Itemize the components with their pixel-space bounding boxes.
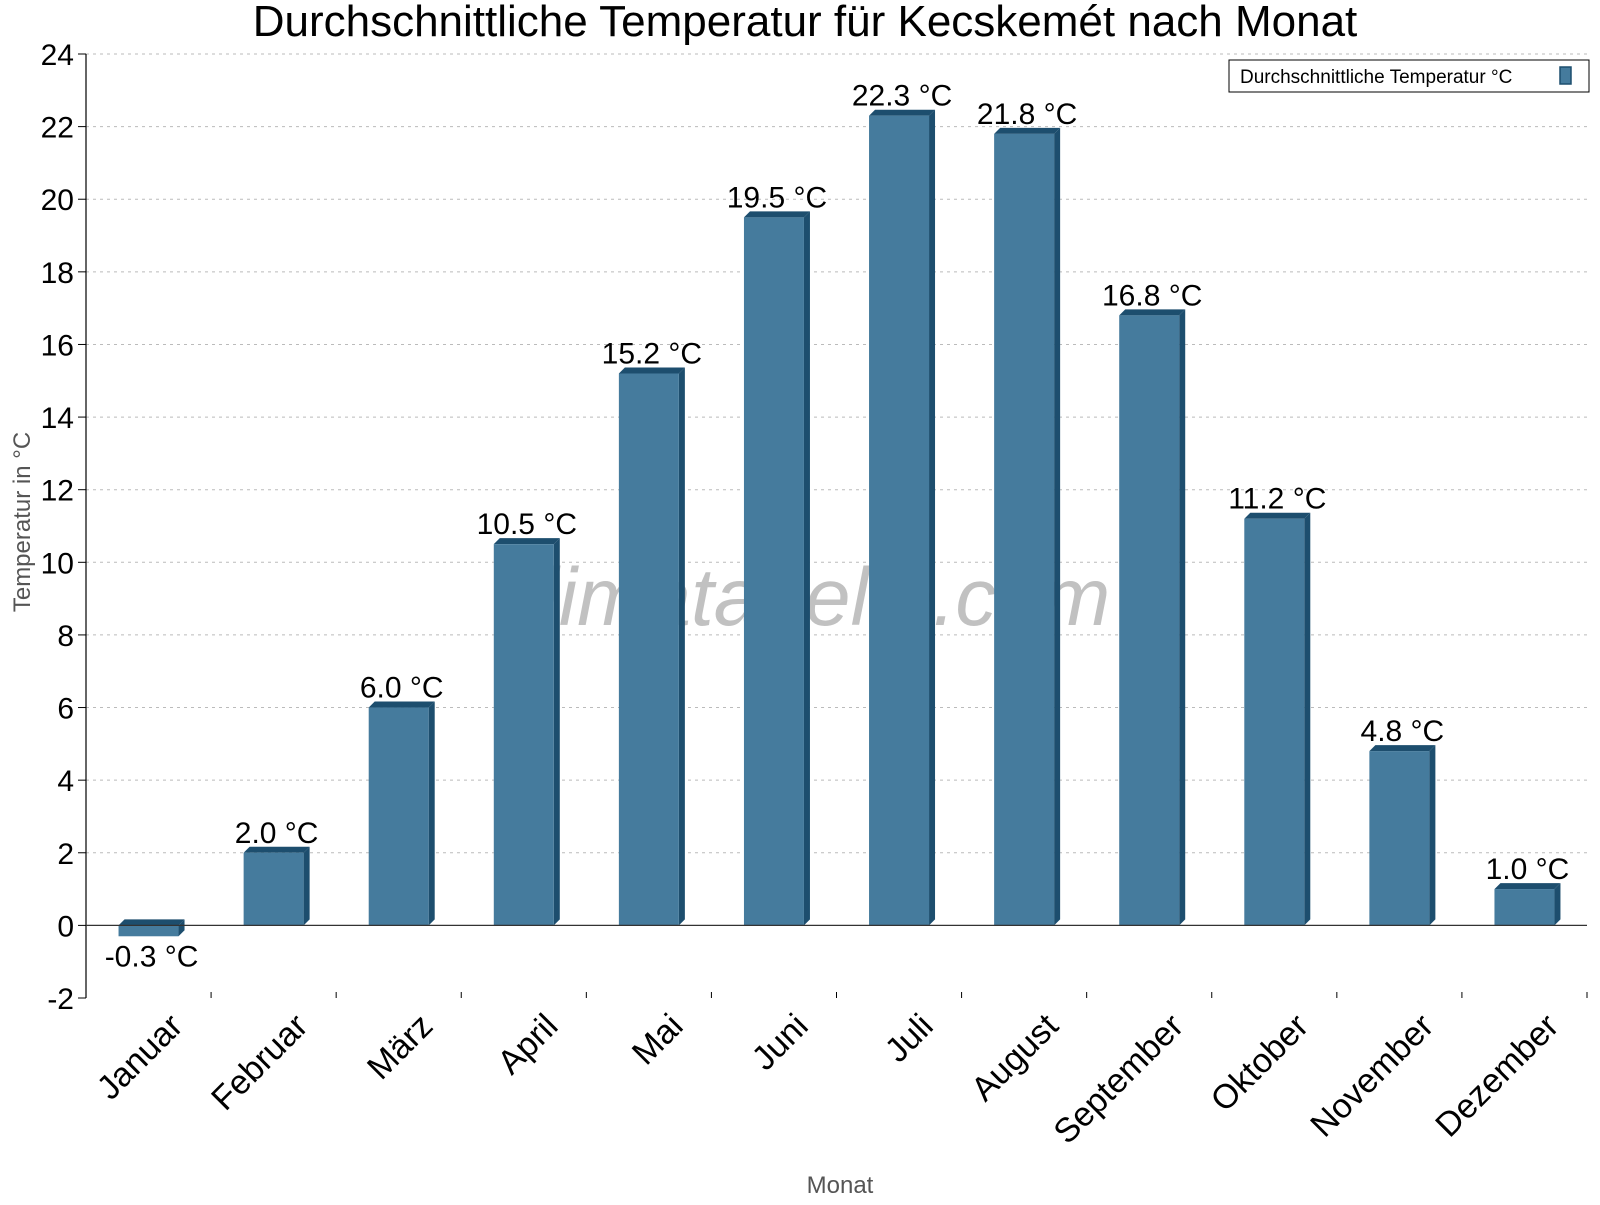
bar-top (869, 109, 936, 116)
bar-front (243, 852, 304, 926)
bar-front (368, 707, 429, 926)
data-label: 22.3 °C (852, 80, 952, 113)
bar-juni (743, 211, 810, 926)
bar-side (303, 846, 310, 926)
x-axis-label: Monat (807, 1172, 874, 1199)
y-axis-label: Temperatur in °C (9, 432, 36, 612)
bar-side (1304, 512, 1311, 926)
y-tick-label: 22 (41, 112, 74, 145)
data-label: 4.8 °C (1361, 715, 1445, 748)
bar-side (1054, 127, 1061, 926)
bar-side (553, 538, 560, 926)
x-tick-label: August (964, 1006, 1066, 1108)
y-tick-label: 10 (41, 547, 74, 580)
axes (78, 53, 1588, 999)
bar-februar (243, 846, 310, 926)
x-tick-label: März (360, 1007, 440, 1087)
bar-side (803, 211, 810, 926)
bar-side (1554, 883, 1561, 926)
bar-oktober (1244, 512, 1311, 926)
y-tick-label: 14 (41, 402, 74, 435)
bar-front (743, 217, 804, 926)
bar-side (428, 701, 435, 926)
bar-front (118, 925, 179, 937)
legend: Durchschnittliche Temperatur °C (1228, 59, 1590, 93)
bar-front (493, 544, 554, 926)
bar-top (118, 919, 185, 926)
bar-side (929, 109, 936, 926)
bar-side (178, 919, 185, 937)
bar-november (1369, 745, 1436, 926)
y-tick-label: 12 (41, 475, 74, 508)
bars (118, 109, 1561, 937)
x-tick-label: November (1303, 1007, 1441, 1145)
x-tick-label: Mai (625, 1007, 691, 1073)
chart-title: Durchschnittliche Temperatur für Kecskem… (253, 0, 1358, 46)
bar-front (994, 133, 1055, 926)
bar-side (678, 367, 685, 926)
data-label: 1.0 °C (1486, 853, 1570, 886)
x-tick-label: Juli (878, 1007, 941, 1070)
y-tick-label: 24 (41, 39, 74, 72)
bar-top (1244, 512, 1311, 519)
data-label: 15.2 °C (602, 338, 702, 371)
bar-front (1119, 315, 1180, 926)
y-tick-label: -2 (47, 983, 74, 1016)
bar-top (368, 701, 435, 708)
data-label: 21.8 °C (977, 98, 1077, 131)
bar-april (493, 538, 560, 926)
x-tick-label: Juni (745, 1007, 816, 1078)
bar-side (1429, 745, 1436, 926)
bar-juli (869, 109, 936, 926)
x-tick-label: April (490, 1007, 565, 1082)
data-label: 16.8 °C (1102, 279, 1202, 312)
y-tick-label: 20 (41, 184, 74, 217)
x-tick-label: Oktober (1204, 1007, 1316, 1119)
data-label: 10.5 °C (477, 508, 577, 541)
y-tick-label: 2 (57, 838, 74, 871)
legend-swatch (1559, 66, 1572, 85)
bar-top (618, 367, 685, 374)
data-label: 2.0 °C (235, 817, 319, 850)
y-tick-label: 0 (57, 910, 74, 943)
bar-märz (368, 701, 435, 926)
bar-top (1369, 745, 1436, 752)
bar-september (1119, 309, 1186, 926)
bar-januar (118, 919, 185, 937)
bar-front (1494, 889, 1555, 926)
bar-side (1179, 309, 1186, 926)
data-labels: -0.3 °C 2.0 °C 6.0 °C 10.5 °C 15.2 °C 19.5 °C… (105, 80, 1570, 974)
legend-box (1228, 59, 1590, 93)
bar-front (1369, 751, 1430, 926)
y-tick-label: 18 (41, 257, 74, 290)
x-tick-label: Dezember (1428, 1007, 1566, 1145)
y-tick-label: 8 (57, 620, 74, 653)
bar-front (869, 115, 930, 926)
y-tick-label: 16 (41, 329, 74, 362)
bar-top (1119, 309, 1186, 316)
bar-top (994, 127, 1061, 134)
data-label: 11.2 °C (1228, 483, 1326, 516)
x-tick-label: Februar (204, 1007, 315, 1118)
grid-lines (86, 53, 1587, 854)
data-label: -0.3 °C (105, 940, 199, 973)
bar-front (1244, 518, 1305, 926)
bar-top (243, 846, 310, 853)
bar-front (618, 373, 679, 926)
x-tick-label: September (1046, 1007, 1190, 1151)
bar-top (493, 538, 560, 545)
data-label: 19.5 °C (727, 181, 827, 214)
bar-top (743, 211, 810, 218)
bar-mai (618, 367, 685, 926)
bar-dezember (1494, 883, 1561, 926)
bar-august (994, 127, 1061, 926)
y-tick-label: 4 (57, 765, 74, 798)
data-label: 6.0 °C (360, 672, 444, 705)
x-tick-label: Januar (90, 1007, 190, 1107)
y-tick-label: 6 (57, 693, 74, 726)
bar-top (1494, 883, 1561, 890)
legend-entry-label: Durchschnittliche Temperatur °C (1240, 67, 1512, 88)
